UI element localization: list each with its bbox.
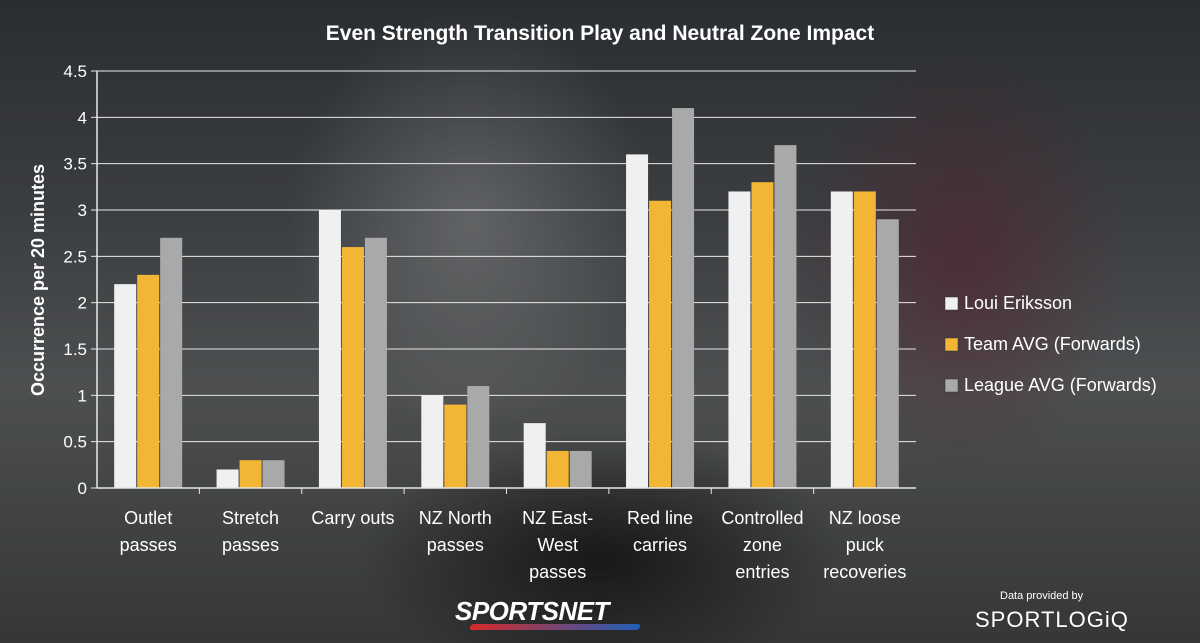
category-label: Carry outs [311, 508, 394, 528]
legend: Loui Eriksson Team AVG (Forwards) League A… [944, 293, 1157, 395]
bar [216, 469, 239, 488]
bar [262, 460, 285, 488]
bar [876, 219, 899, 488]
category-label: Red line carries [627, 508, 693, 555]
y-tick-label: 2 [78, 294, 87, 313]
y-axis-ticks: 0 0.5 1 1.5 2 2.5 3 3.5 4 4.5 [63, 62, 97, 498]
bar [444, 404, 467, 488]
x-axis-categories: Outlet passes Stretch passes Carry outs NZ No… [120, 508, 907, 582]
bar [364, 237, 387, 488]
bar [626, 154, 649, 488]
bar [774, 145, 797, 488]
bar [467, 386, 490, 488]
category-label: Outlet passes [120, 508, 177, 555]
bar [137, 274, 160, 488]
legend-label: League AVG (Forwards) [964, 375, 1157, 395]
sportsnet-logo: SPORTSNET [455, 596, 609, 626]
legend-swatch [944, 296, 959, 311]
y-tick-label: 0 [78, 479, 87, 498]
bar [239, 460, 262, 488]
category-label: NZ loose puck recoveries [823, 508, 906, 582]
y-tick-label: 2.5 [63, 247, 87, 266]
bar [569, 450, 592, 488]
y-tick-label: 3.5 [63, 155, 87, 174]
y-tick-label: 4 [78, 108, 87, 127]
y-tick-label: 1 [78, 386, 87, 405]
legend-swatch [944, 378, 959, 393]
data-credit-label: Data provided by [1000, 590, 1084, 602]
y-tick-label: 1.5 [63, 340, 87, 359]
legend-swatch [944, 337, 959, 352]
bar [318, 210, 341, 488]
bar [853, 191, 876, 488]
y-tick-label: 4.5 [63, 62, 87, 81]
category-label: NZ North passes [419, 508, 492, 555]
bar [160, 237, 183, 488]
bar [649, 200, 672, 488]
legend-label: Team AVG (Forwards) [964, 334, 1141, 354]
sportlogiq-logo: SPORTLOGiQ [975, 607, 1129, 632]
bar [672, 108, 695, 489]
bar [546, 450, 569, 488]
bar [421, 395, 444, 488]
legend-label: Loui Eriksson [964, 293, 1072, 313]
category-label: Stretch passes [222, 508, 279, 555]
y-axis-label: Occurrence per 20 minutes [28, 164, 48, 396]
bar [751, 182, 774, 488]
axes [96, 71, 916, 494]
bar [114, 284, 137, 488]
y-tick-label: 0.5 [63, 433, 87, 452]
y-tick-label: 3 [78, 201, 87, 220]
bar [728, 191, 751, 488]
category-label: Controlled zone entries [721, 508, 803, 582]
bar [830, 191, 853, 488]
category-label: NZ East-West passes [522, 508, 593, 582]
sportsnet-swoosh-icon [468, 624, 642, 630]
bar [341, 247, 364, 488]
bars [114, 108, 899, 489]
bar [523, 423, 546, 488]
chart-title: Even Strength Transition Play and Neutra… [326, 22, 874, 45]
